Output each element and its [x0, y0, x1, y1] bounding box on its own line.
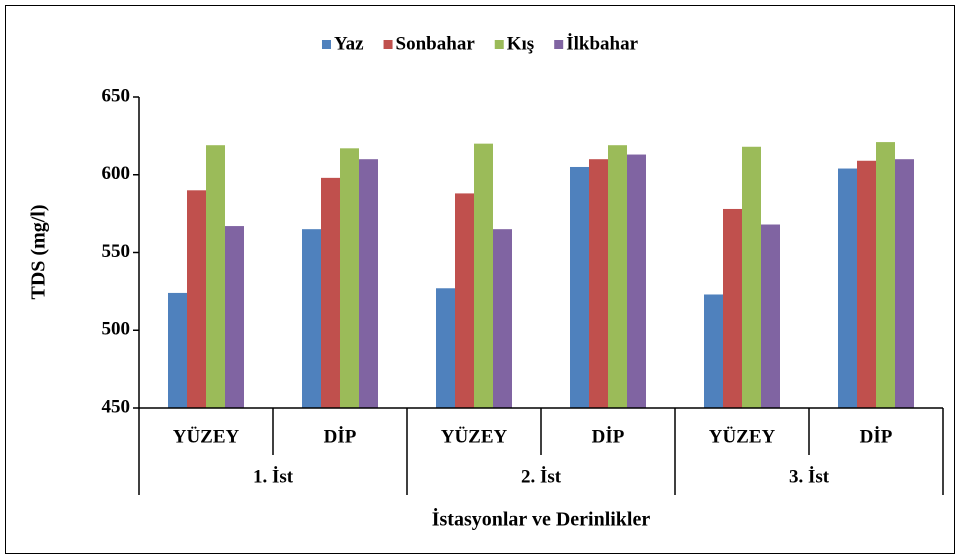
bar	[225, 226, 244, 408]
bar	[838, 168, 857, 408]
bar	[876, 142, 895, 408]
x-tick-label: YÜZEY	[173, 426, 240, 447]
bar	[302, 229, 321, 408]
legend-swatch	[321, 40, 331, 49]
bar	[436, 288, 455, 408]
y-tick-label: 500	[102, 319, 131, 340]
bar	[723, 208, 742, 408]
bar	[493, 229, 512, 408]
bar	[340, 148, 359, 408]
x-axis-title: İstasyonlar ve Derinlikler	[432, 507, 651, 531]
legend-label: Sonbahar	[396, 33, 476, 54]
legend-swatch	[494, 40, 504, 49]
bar	[206, 145, 225, 408]
x-tick-label: DİP	[592, 426, 625, 447]
bar	[704, 294, 723, 408]
x-tick-label: YÜZEY	[441, 426, 508, 447]
y-tick-label: 550	[102, 241, 131, 262]
x-tick-label: DİP	[860, 426, 893, 447]
y-tick-label: 450	[102, 396, 131, 417]
legend-swatch	[554, 40, 564, 49]
group-label: 2. İst	[521, 466, 562, 487]
legend-swatch	[383, 40, 393, 49]
bar	[455, 193, 474, 408]
legend-label: Yaz	[334, 33, 364, 54]
bar	[857, 160, 876, 408]
chart-frame	[5, 5, 955, 554]
bar	[570, 166, 589, 408]
y-tick-label: 650	[102, 85, 131, 106]
y-tick-label: 600	[102, 163, 131, 184]
group-label: 1. İst	[253, 466, 294, 487]
bar	[627, 154, 646, 408]
legend-label: Kış	[507, 33, 534, 54]
bar	[742, 146, 761, 408]
x-tick-label: DİP	[324, 426, 357, 447]
bar	[761, 224, 780, 408]
bar	[187, 190, 206, 408]
y-axis-title: TDS (mg/l)	[28, 205, 50, 300]
bar	[589, 159, 608, 408]
bar	[895, 159, 914, 408]
x-tick-label: YÜZEY	[709, 426, 776, 447]
bar	[474, 143, 493, 408]
bar	[321, 177, 340, 408]
group-label: 3. İst	[789, 466, 830, 487]
bar	[359, 159, 378, 408]
legend-label: İlkbahar	[566, 33, 638, 54]
bar	[168, 292, 187, 408]
bar	[608, 145, 627, 408]
